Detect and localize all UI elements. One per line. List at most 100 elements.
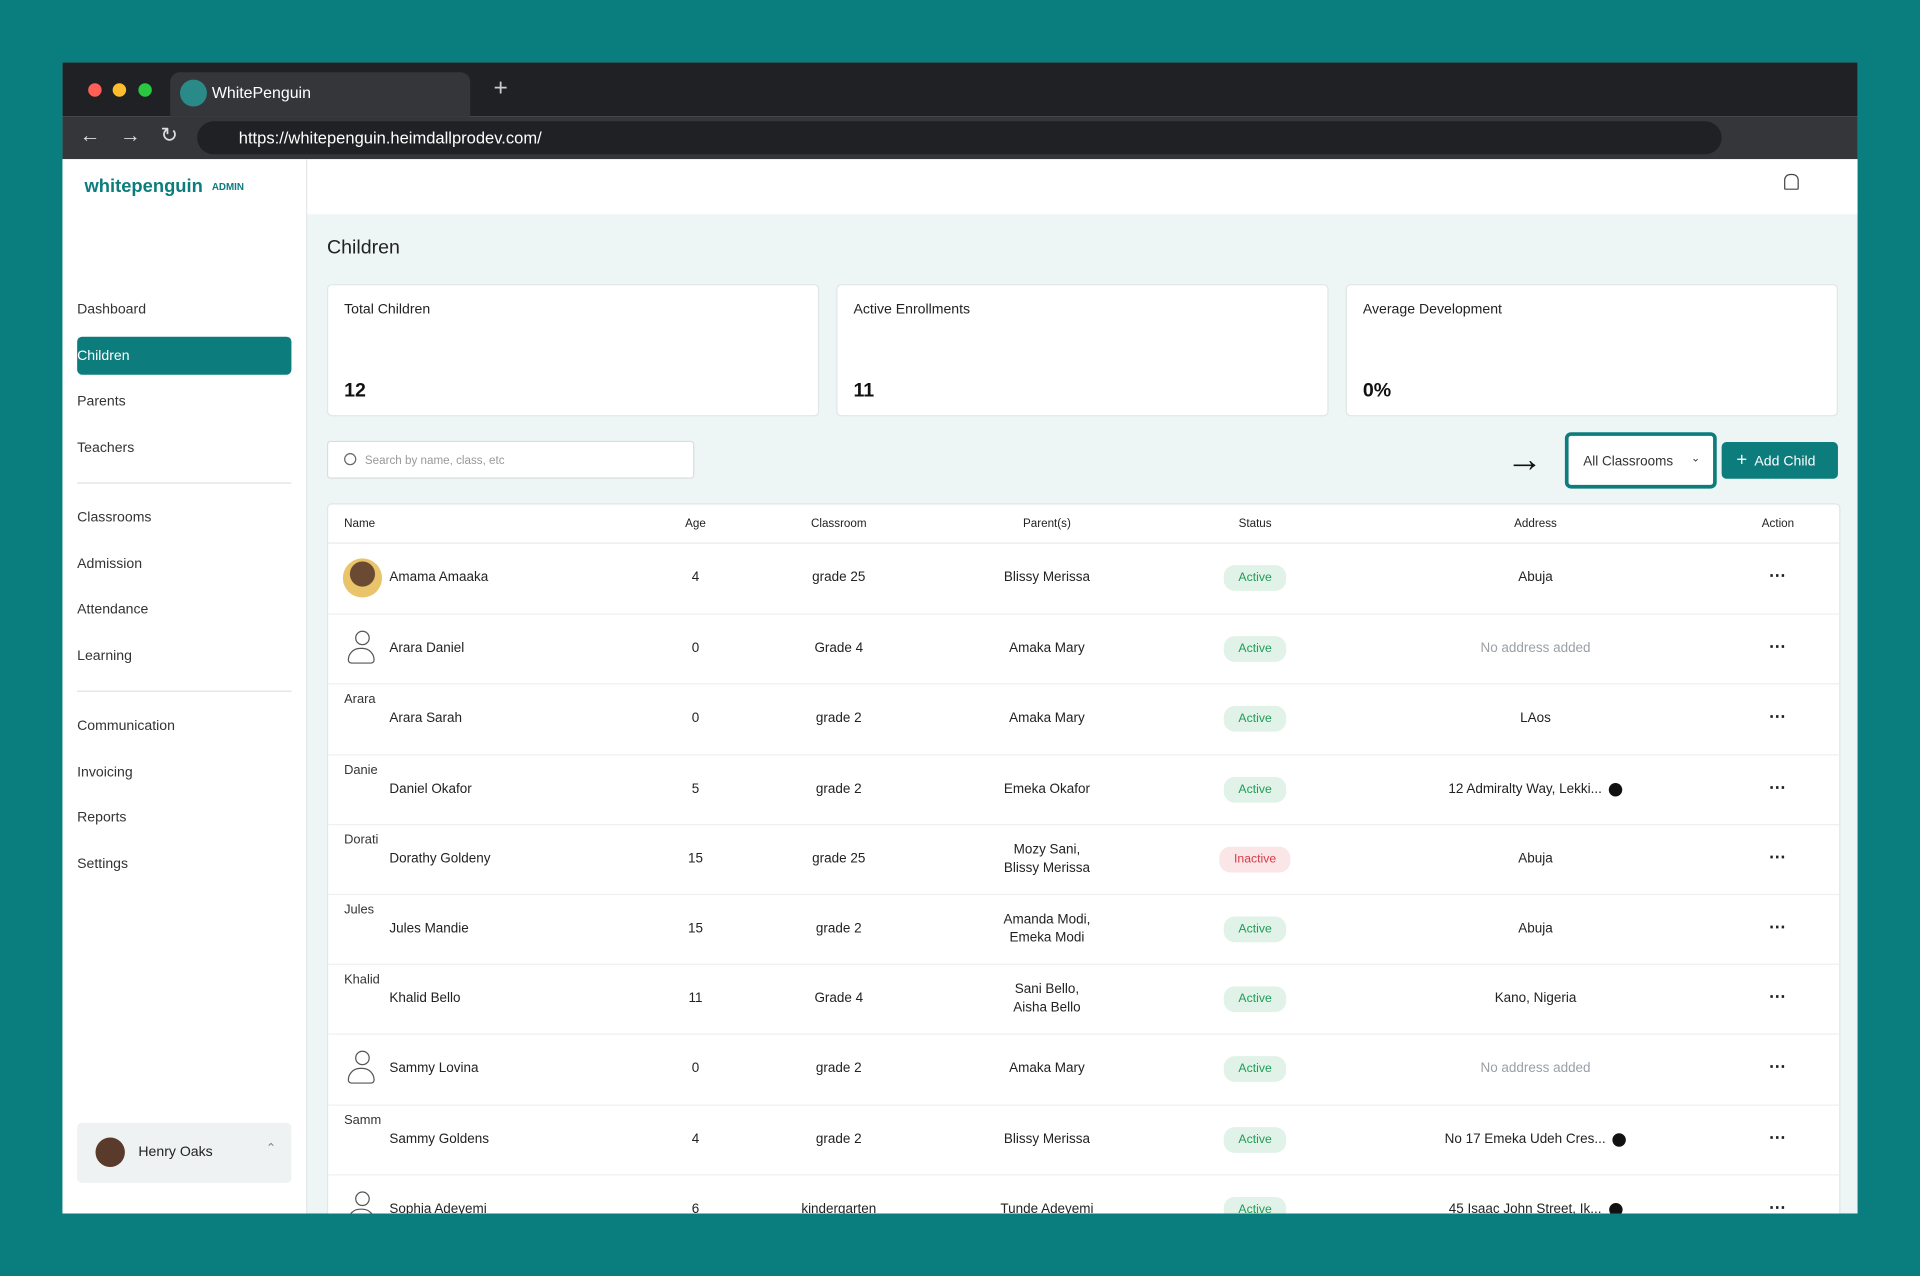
- nav-item[interactable]: Teachers: [77, 429, 291, 467]
- tab-bar: WhitePenguin +: [62, 62, 1858, 117]
- address-text: No 17 Emeka Udeh Cres...: [1444, 1131, 1606, 1147]
- address: Kano, Nigeria: [1495, 990, 1577, 1008]
- action-menu[interactable]: ⋯: [1768, 846, 1788, 867]
- avatar-alt-text: Samm: [344, 1112, 381, 1128]
- table-row[interactable]: Sophia Adeyemi 6 kindergarten Tunde Adeyemi…: [328, 1174, 1840, 1214]
- close-dot[interactable]: [88, 83, 102, 97]
- nav-item[interactable]: Admission: [77, 545, 291, 583]
- avatar-alt-text: Arara: [344, 692, 376, 708]
- table-row[interactable]: Amama Amaaka 4 grade 25 Blissy Merissa Activ…: [328, 544, 1839, 614]
- table-row[interactable]: Arara Daniel 0 Grade 4 Amaka Mary Active No a…: [328, 613, 1840, 685]
- column-header[interactable]: Address: [1514, 517, 1557, 531]
- admin-badge: ADMIN: [211, 181, 244, 193]
- bell[interactable]: [1784, 173, 1799, 190]
- table-row[interactable]: Khalid Khalid Bello 11 Grade 4 Sani Bello, Ai…: [328, 963, 1840, 1035]
- column-header[interactable]: Parent(s): [1023, 517, 1071, 531]
- age: 5: [691, 781, 700, 797]
- stat-label: Total Children: [344, 302, 431, 318]
- status-pill: Active: [1223, 986, 1287, 1013]
- action-menu[interactable]: ⋯: [1768, 636, 1788, 656]
- status-pill: Inactive: [1219, 846, 1291, 873]
- avatar-alt-text: Jules: [344, 902, 375, 918]
- column-header[interactable]: Classroom: [810, 517, 867, 531]
- info-icon[interactable]: [1609, 782, 1623, 797]
- nav-item[interactable]: Classrooms: [77, 498, 291, 536]
- parent-name: Emeka Modi: [1009, 930, 1085, 946]
- age: 0: [691, 1061, 700, 1077]
- nav-item[interactable]: Communication: [77, 707, 291, 745]
- action-menu[interactable]: ⋯: [1768, 1196, 1788, 1214]
- avatar-alt-text: Khalid: [344, 972, 380, 988]
- nav-item[interactable]: Invoicing: [77, 753, 291, 791]
- nav-buttons[interactable]: ←→↻: [79, 123, 198, 147]
- info-icon[interactable]: [1612, 1132, 1627, 1147]
- age: 6: [691, 1201, 700, 1214]
- address: Abuja: [1518, 920, 1552, 938]
- nav-item[interactable]: Attendance: [77, 590, 291, 628]
- plus-icon: +: [1736, 449, 1748, 471]
- column-header[interactable]: Age: [685, 517, 706, 531]
- nav-item[interactable]: Learning: [77, 637, 291, 675]
- column-header[interactable]: Name: [344, 517, 376, 531]
- favicon: [180, 79, 207, 107]
- sidebar: whitepenguin ADMIN Henry Oaks ⌃ Dashboar…: [62, 159, 308, 1214]
- action-menu[interactable]: ⋯: [1768, 776, 1788, 797]
- table-row[interactable]: Samm Sammy Goldens 4 grade 2 Blissy Merissa A…: [328, 1103, 1840, 1175]
- new-tab[interactable]: +: [493, 74, 508, 102]
- url-field[interactable]: https://whitepenguin.heimdallprodev.com/: [197, 121, 1722, 155]
- action-menu[interactable]: ⋯: [1768, 1056, 1788, 1077]
- address: 12 Admiralty Way, Lekki...: [1448, 780, 1623, 798]
- nav-item[interactable]: Parents: [77, 382, 291, 420]
- classroom: kindergarten: [801, 1201, 877, 1214]
- classroom: Grade 4: [814, 991, 864, 1007]
- add-child-label: Add Child: [1754, 454, 1816, 469]
- age: 15: [688, 921, 704, 937]
- table-row[interactable]: Sammy Lovina 0 grade 2 Amaka Mary Active No a…: [328, 1033, 1840, 1105]
- action-menu[interactable]: ⋯: [1768, 986, 1788, 1007]
- nav-label: Children: [77, 348, 130, 364]
- divider: [77, 690, 292, 692]
- classroom-filter[interactable]: All Classrooms ⌄: [1564, 432, 1717, 489]
- table-row[interactable]: Dorati Dorathy Goldeny 15 grade 25 Mozy Sani…: [328, 823, 1840, 895]
- action-menu[interactable]: ⋯: [1768, 706, 1788, 726]
- child-name: Dorathy Goldeny: [389, 851, 491, 867]
- minimize-dot[interactable]: [112, 83, 127, 97]
- status-pill: Active: [1223, 636, 1287, 663]
- avatar-photo: [342, 558, 383, 598]
- avatar-icon-body: [347, 1068, 375, 1085]
- parents: Amaka Mary: [1009, 640, 1085, 658]
- table-row[interactable]: Danie Daniel Okafor 5 grade 2 Emeka Okafor Ac…: [328, 753, 1840, 825]
- child-name: Sammy Goldens: [389, 1131, 489, 1147]
- zoom-dot[interactable]: [138, 83, 152, 97]
- add-child-button[interactable]: + Add Child: [1721, 442, 1838, 479]
- parent-name: Sani Bello,: [1014, 982, 1080, 997]
- action-menu[interactable]: ⋯: [1768, 916, 1788, 937]
- parents: Sani Bello, Aisha Bello: [1013, 981, 1080, 1018]
- column-header[interactable]: Status: [1238, 517, 1272, 531]
- tab[interactable]: WhitePenguin: [170, 72, 471, 117]
- top-header: [307, 159, 1858, 215]
- parents: Amaka Mary: [1009, 1060, 1085, 1078]
- nav-item[interactable]: Dashboard: [77, 290, 291, 328]
- age: 4: [691, 570, 700, 585]
- nav-item[interactable]: Children: [77, 336, 292, 375]
- child-name: Arara Sarah: [389, 711, 463, 726]
- parent-name: Tunde Adeyemi: [1000, 1201, 1094, 1214]
- search[interactable]: Search by name, class, etc: [326, 440, 695, 479]
- status-pill: Active: [1223, 776, 1287, 803]
- address: No address added: [1480, 1060, 1590, 1078]
- classroom: grade 2: [815, 781, 862, 797]
- nav-item[interactable]: Settings: [77, 845, 291, 883]
- parent-name: Blissy Merissa: [1003, 570, 1090, 585]
- age: 0: [691, 711, 700, 726]
- nav-item[interactable]: Reports: [77, 798, 291, 836]
- address-text: Kano, Nigeria: [1494, 991, 1577, 1007]
- table-row[interactable]: Arara Arara Sarah 0 grade 2 Amaka Mary Active…: [328, 683, 1840, 755]
- child-name: Sammy Lovina: [389, 1061, 479, 1077]
- action-menu[interactable]: ⋯: [1768, 565, 1788, 585]
- table-row[interactable]: Jules Jules Mandie 15 grade 2 Amanda Modi, Em…: [328, 893, 1840, 965]
- user-box[interactable]: Henry Oaks ⌃: [77, 1122, 292, 1183]
- action-menu[interactable]: ⋯: [1768, 1126, 1788, 1147]
- info-icon[interactable]: [1608, 1202, 1623, 1214]
